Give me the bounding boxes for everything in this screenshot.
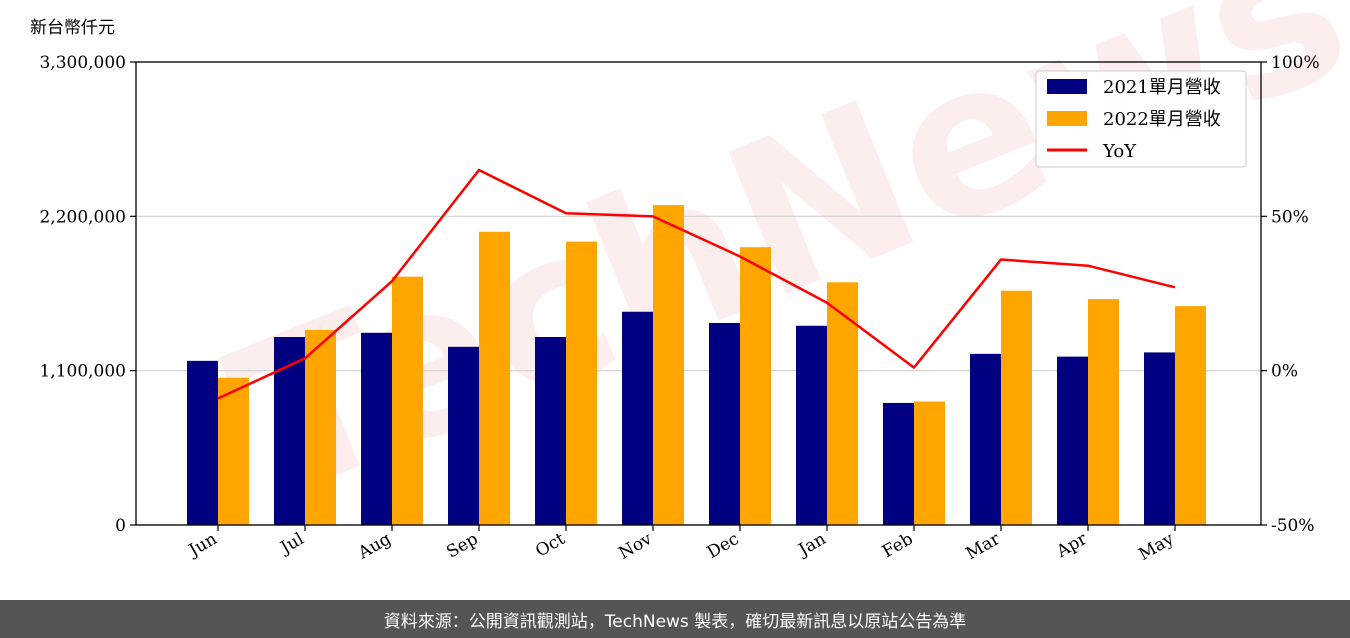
x-tick-label: Oct: [532, 529, 568, 562]
x-tick-label: Jan: [794, 529, 830, 561]
legend-swatch-2021: [1047, 79, 1087, 94]
y-left-tick-label: 2,200,000: [39, 207, 126, 227]
legend-box: [1035, 70, 1247, 168]
bar-2022: [740, 247, 771, 525]
bar-2022: [305, 329, 336, 525]
bar-2022: [218, 377, 249, 525]
bar-2021: [535, 336, 566, 525]
plot-frame: [135, 61, 1262, 526]
y-right-tick-label: -50%: [1271, 516, 1315, 536]
bar-2021: [274, 336, 305, 525]
x-tick-label: Feb: [879, 529, 917, 562]
source-footer: 資料來源：公開資訊觀測站，TechNews 製表，確切最新訊息以原站公告為準: [0, 600, 1350, 638]
x-tick-label: Dec: [704, 529, 743, 563]
y-left-tick-label: 0: [115, 516, 126, 536]
bar-2022: [1088, 299, 1119, 525]
bar-2021: [1144, 352, 1175, 525]
bar-2022: [827, 282, 858, 525]
chart: TechNews 新台幣仟元 01,100,0002,200,0003,300,…: [30, 0, 1350, 565]
yoy-line: [217, 168, 1176, 400]
x-tick-label: May: [1135, 529, 1178, 565]
legend-label-yoy: YoY: [1102, 141, 1137, 162]
bar-2021: [361, 332, 392, 525]
bar-2021: [1057, 356, 1088, 525]
x-tick-label: Mar: [963, 529, 1005, 565]
bar-2021: [883, 402, 914, 525]
source-footer-text: 資料來源：公開資訊觀測站，TechNews 製表，確切最新訊息以原站公告為準: [383, 611, 967, 632]
bar-2022: [392, 276, 423, 525]
yoy-line-group: [217, 168, 1176, 400]
legend-label-2022: 2022單月營收: [1103, 109, 1221, 130]
legend-label-2021: 2021單月營收: [1103, 77, 1221, 98]
y-left-tick-label: 1,100,000: [39, 362, 126, 382]
x-tick-label: Sep: [443, 529, 481, 563]
legend: 2021單月營收 2022單月營收 YoY: [1035, 70, 1247, 168]
bar-2022: [914, 401, 945, 525]
x-tick-label: Nov: [615, 529, 655, 564]
x-tick-label: Apr: [1053, 529, 1092, 563]
x-tick-label: Jun: [184, 529, 221, 562]
bars: [187, 205, 1206, 526]
bar-2021: [448, 346, 479, 525]
bar-2021: [187, 360, 218, 525]
bar-2021: [796, 325, 827, 525]
bar-2022: [479, 231, 510, 525]
bar-2022: [1001, 290, 1032, 525]
bar-2022: [1175, 306, 1206, 525]
bar-2022: [566, 241, 597, 525]
y-right-tick-label: 100%: [1271, 53, 1320, 73]
y-left-tick-label: 3,300,000: [39, 53, 126, 73]
legend-swatch-2022: [1047, 111, 1087, 126]
y-axis-unit-label: 新台幣仟元: [30, 18, 115, 38]
bar-2021: [970, 353, 1001, 525]
bar-2021: [622, 311, 653, 525]
bar-2021: [709, 322, 740, 525]
y-right-tick-label: 50%: [1271, 207, 1309, 227]
bar-2022: [653, 205, 684, 526]
y-right-tick-label: 0%: [1271, 362, 1298, 382]
x-tick-label: Aug: [354, 529, 395, 564]
